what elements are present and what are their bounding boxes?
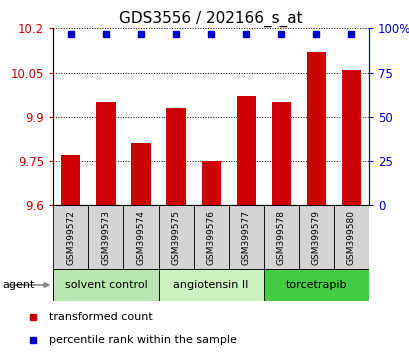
Bar	[263, 269, 368, 301]
Bar	[306, 52, 325, 205]
Text: angiotensin II: angiotensin II	[173, 280, 248, 290]
Text: GSM399572: GSM399572	[66, 210, 75, 265]
Text: GSM399579: GSM399579	[311, 210, 320, 265]
Bar	[158, 269, 263, 301]
Bar	[201, 161, 220, 205]
Text: GSM399577: GSM399577	[241, 210, 250, 265]
Bar	[166, 108, 185, 205]
Text: GSM399575: GSM399575	[171, 210, 180, 265]
Text: GSM399573: GSM399573	[101, 210, 110, 265]
Text: GSM399574: GSM399574	[136, 210, 145, 265]
Text: solvent control: solvent control	[64, 280, 147, 290]
Bar	[53, 269, 158, 301]
Bar	[236, 96, 255, 205]
Text: transformed count: transformed count	[49, 312, 153, 322]
Bar	[61, 155, 80, 205]
Bar	[341, 70, 360, 205]
Text: GSM399580: GSM399580	[346, 210, 355, 265]
Bar	[158, 205, 193, 269]
Bar	[298, 205, 333, 269]
Bar	[53, 205, 88, 269]
Text: agent: agent	[2, 280, 34, 290]
Bar	[88, 205, 123, 269]
Bar	[333, 205, 368, 269]
Text: GSM399578: GSM399578	[276, 210, 285, 265]
Bar	[123, 205, 158, 269]
Title: GDS3556 / 202166_s_at: GDS3556 / 202166_s_at	[119, 11, 302, 27]
Bar	[263, 205, 298, 269]
Bar	[193, 205, 228, 269]
Text: GSM399576: GSM399576	[206, 210, 215, 265]
Text: torcetrapib: torcetrapib	[285, 280, 346, 290]
Bar	[271, 102, 290, 205]
Text: percentile rank within the sample: percentile rank within the sample	[49, 335, 236, 346]
Bar	[96, 102, 115, 205]
Bar	[131, 143, 150, 205]
Bar	[228, 205, 263, 269]
